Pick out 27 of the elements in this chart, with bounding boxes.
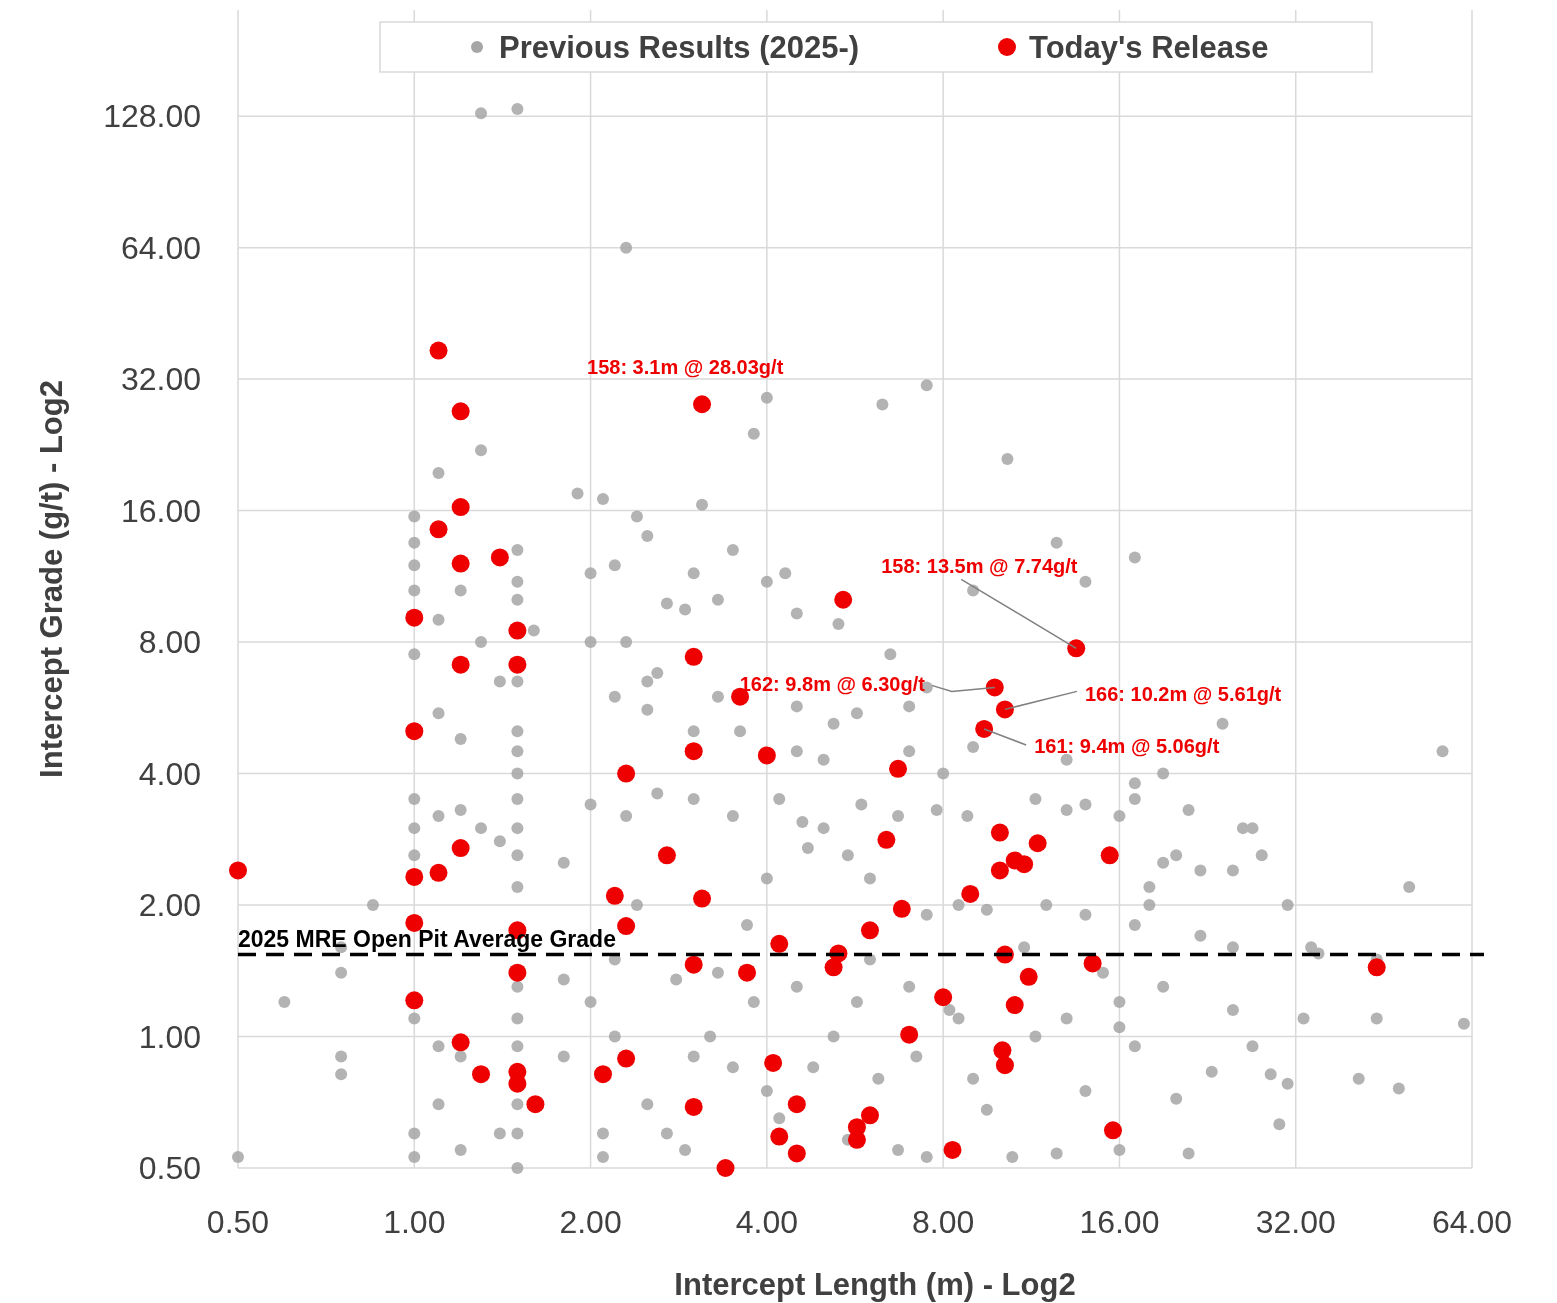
y-tick-label: 16.00	[120, 492, 201, 529]
x-tick-label: 2.00	[559, 1204, 622, 1240]
annotation: 166: 10.2m @ 5.61g/t	[1084, 683, 1282, 706]
y-tick-label: 0.50	[138, 1150, 201, 1186]
x-tick-label: 8.00	[912, 1204, 975, 1240]
y-tick-label: 128.00	[103, 98, 201, 135]
y-axis-title: Intercept Grade (g/t) - Log2	[34, 380, 69, 778]
ref-line-label: 2025 MRE Open Pit Average Grade	[238, 925, 616, 952]
x-tick-label: 1.00	[383, 1204, 446, 1240]
x-tick-label: 64.00	[1431, 1204, 1513, 1240]
annotation: 162: 9.8m @ 6.30g/t	[739, 673, 926, 696]
x-tick-label: 0.50	[206, 1204, 270, 1240]
y-tick-label: 32.00	[120, 361, 201, 398]
y-tick-label: 8.00	[138, 624, 201, 661]
annotation: 161: 9.4m @ 5.06g/t	[1034, 734, 1220, 757]
annotation: 158: 13.5m @ 7.74g/t	[881, 555, 1078, 578]
x-tick-label: 16.00	[1079, 1204, 1160, 1240]
x-tick-label: 32.00	[1255, 1204, 1336, 1240]
legend-label: Today's Release	[1029, 30, 1269, 65]
y-tick-label: 4.00	[138, 755, 201, 792]
x-axis-title: Intercept Length (m) - Log2	[674, 1267, 1076, 1302]
y-tick-label: 64.00	[120, 229, 201, 266]
x-tick-label: 4.00	[735, 1204, 798, 1240]
y-tick-label: 2.00	[138, 887, 201, 924]
annotation: 158: 3.1m @ 28.03g/t	[587, 356, 784, 379]
y-tick-label: 1.00	[138, 1018, 201, 1055]
legend-label: Previous Results (2025-)	[499, 30, 860, 65]
